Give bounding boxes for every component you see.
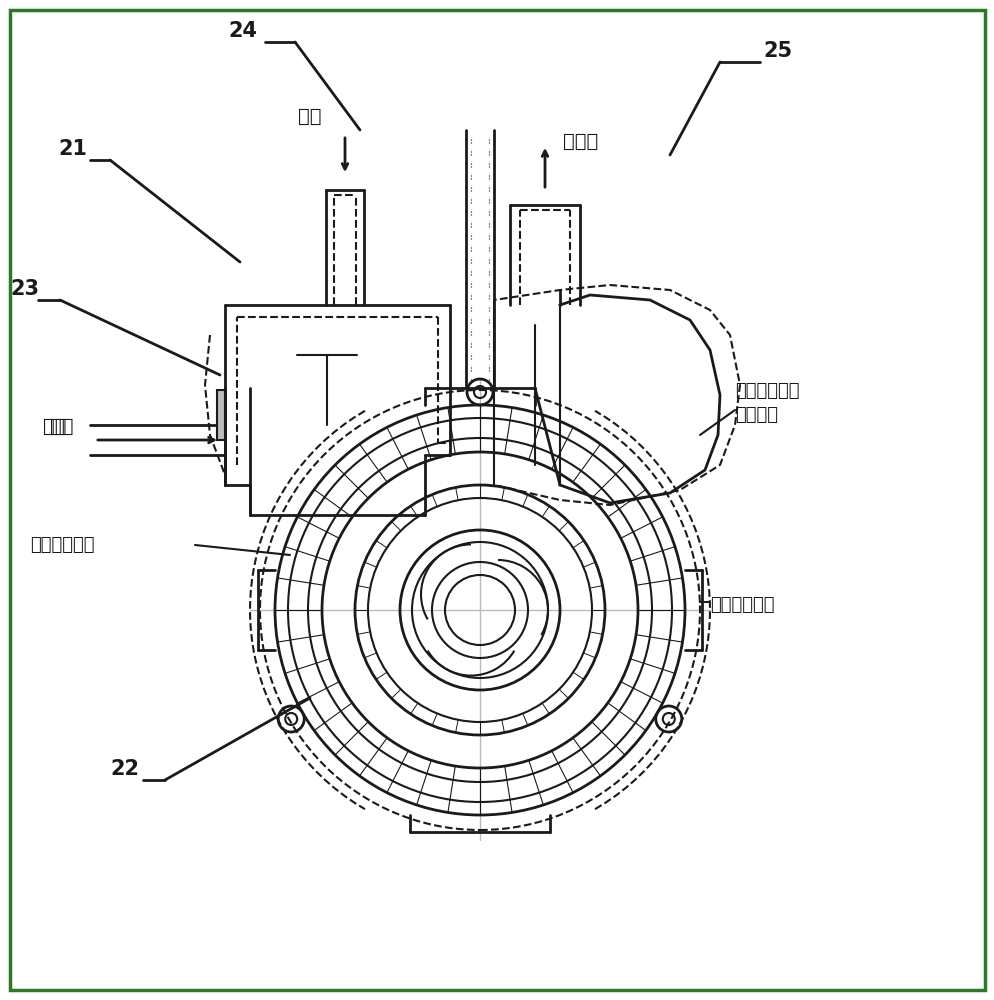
Text: 进气: 进气 bbox=[297, 107, 321, 126]
Text: 进水: 进水 bbox=[50, 417, 74, 436]
Text: 纳米水: 纳米水 bbox=[563, 132, 597, 151]
Text: 机械打碎空气: 机械打碎空气 bbox=[30, 536, 94, 554]
Text: 纳米水形成、
排向出口: 纳米水形成、 排向出口 bbox=[735, 382, 799, 424]
Bar bbox=[217, 390, 225, 440]
Text: 25: 25 bbox=[762, 41, 791, 61]
Text: 23: 23 bbox=[10, 279, 39, 299]
Text: 连续打碎空气: 连续打碎空气 bbox=[710, 596, 773, 614]
Text: 21: 21 bbox=[58, 139, 86, 159]
Text: 24: 24 bbox=[228, 21, 256, 41]
Text: 22: 22 bbox=[110, 759, 139, 779]
Text: 进水: 进水 bbox=[43, 417, 67, 436]
